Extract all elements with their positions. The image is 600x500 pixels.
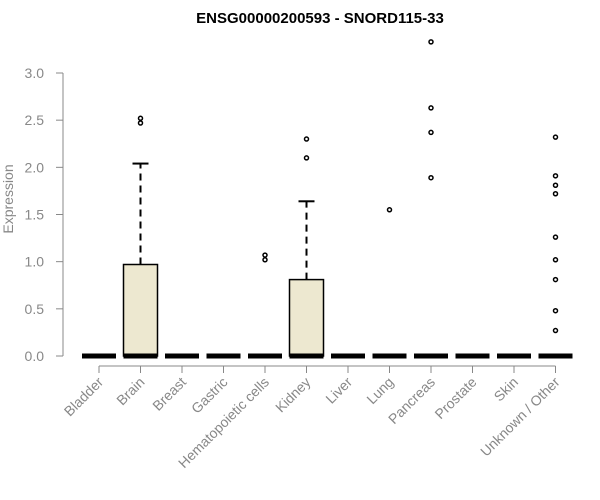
y-tick-label: 1.5 [25, 207, 45, 223]
x-tick-label: Kidney [272, 374, 314, 416]
outlier-point [552, 190, 559, 197]
y-axis: 0.0 0.5 1.0 1.5 2.0 2.5 3.0 [25, 65, 64, 364]
outlier-point [137, 115, 144, 122]
x-tick-label: Liver [322, 374, 355, 407]
outlier-point [137, 120, 144, 126]
x-tick-label: Lung [363, 374, 396, 407]
outlier-point [428, 129, 434, 136]
x-tick-label: Unknown / Other [477, 374, 563, 460]
y-tick-label: 0.0 [25, 348, 45, 364]
y-tick-label: 2.0 [25, 159, 45, 175]
box-body [122, 263, 159, 357]
box-group [122, 115, 159, 359]
outlier-point [303, 136, 310, 142]
y-axis-label: Expression [0, 164, 16, 233]
y-tick-label: 0.5 [25, 301, 45, 317]
outlier-point [552, 134, 559, 140]
box-series [82, 39, 573, 359]
outlier-point [552, 327, 559, 334]
box-group [288, 136, 325, 359]
x-tick-label: Prostate [431, 374, 479, 422]
y-tick-label: 2.5 [25, 112, 45, 128]
outlier-point [262, 252, 268, 258]
x-tick-label: Bladder [61, 374, 107, 420]
outlier-point [552, 234, 559, 240]
outlier-point [428, 105, 434, 111]
y-tick-label: 1.0 [25, 254, 45, 270]
box-body [288, 278, 325, 357]
outlier-point [303, 155, 310, 161]
outlier-point [552, 257, 559, 263]
box-group [248, 252, 282, 359]
outlier-point [552, 276, 559, 283]
outlier-point [552, 173, 559, 179]
outlier-point [428, 39, 434, 45]
outlier-point [428, 174, 434, 181]
chart-title: ENSG00000200593 - SNORD115-33 [196, 10, 444, 27]
y-tick-label: 3.0 [25, 65, 45, 81]
box-group [538, 134, 573, 359]
box-group [414, 39, 448, 359]
x-tick-label: Brain [113, 374, 147, 408]
outlier-point [552, 182, 559, 189]
x-tick-label: Breast [149, 374, 189, 414]
outlier-point [262, 257, 268, 263]
outlier-point [552, 307, 559, 314]
box-group [372, 207, 407, 359]
x-tick-label: Skin [491, 374, 522, 405]
outlier-point [386, 207, 393, 213]
